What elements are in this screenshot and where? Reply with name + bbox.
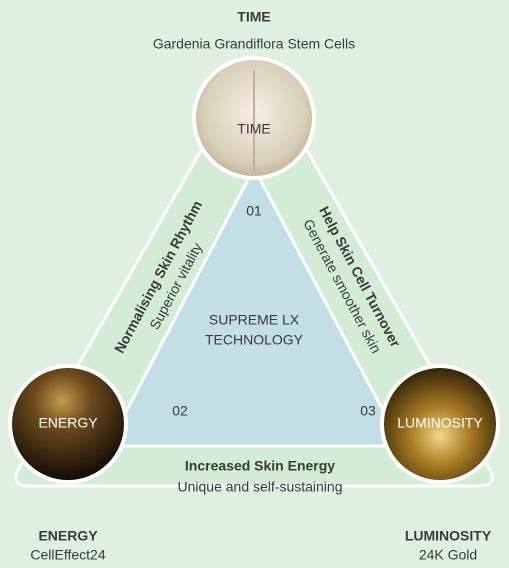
left-subtitle: CellEffect24 <box>30 547 105 563</box>
center-line: TECHNOLOGY <box>205 332 304 348</box>
right-number: 03 <box>360 403 376 419</box>
top-circle-label: TIME <box>237 121 270 137</box>
page: {"top": {"title": "TIME", "subtitle": "G… <box>0 0 509 568</box>
top-number: 01 <box>246 203 262 219</box>
edge-subtitle: Unique and self-sustaining <box>178 479 343 495</box>
right-circle-label: LUMINOSITY <box>397 415 483 431</box>
right-title: LUMINOSITY <box>405 528 492 544</box>
edge-title: Increased Skin Energy <box>185 458 335 474</box>
left-title: ENERGY <box>38 528 98 544</box>
left-number: 02 <box>172 403 188 419</box>
right-subtitle: 24K Gold <box>419 547 477 563</box>
center-line: SUPREME LX <box>209 312 300 328</box>
top-subtitle: Gardenia Grandiflora Stem Cells <box>153 36 355 52</box>
diagram: TIME Gardenia Grandiflora Stem Cells TIM… <box>0 0 509 568</box>
top-title: TIME <box>237 9 270 25</box>
left-circle-label: ENERGY <box>38 415 98 431</box>
